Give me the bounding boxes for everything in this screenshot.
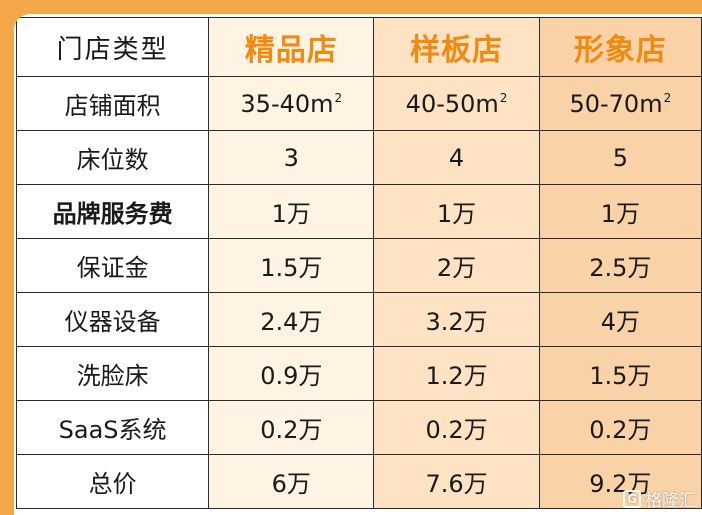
row-label: SaaS系统 [15,400,210,455]
cell-value: 2.4万 [208,292,375,347]
cell-value: 0.2万 [373,400,540,455]
gelonghui-logo-icon: G [623,489,641,508]
row-label: 仪器设备 [15,292,210,347]
row-label: 总价 [15,454,210,509]
table-row-facial-bed: 洗脸床 0.9万 1.2万 1.5万 [15,346,702,401]
cell-value: 1万 [373,184,540,239]
row-label: 品牌服务费 [15,184,210,239]
cell-value: 4万 [538,292,702,347]
cell-value: 1万 [208,184,375,239]
row-label: 洗脸床 [15,346,210,401]
cell-value: 50-70m2 [538,76,702,131]
cell-value: 1万 [538,184,702,239]
cell-value: 3 [208,130,375,185]
superscript-unit: 2 [499,90,508,105]
cell-value: 0.2万 [538,400,702,455]
header-image-store: 形象店 [538,17,702,77]
header-row: 门店类型 精品店 样板店 形象店 [15,17,702,77]
cell-value: 35-40m2 [208,76,375,131]
table-row-beds: 床位数 3 4 5 [15,130,702,185]
cell-value: 5 [538,130,702,185]
cell-value: 2.5万 [538,238,702,293]
cell-value: 3.2万 [373,292,540,347]
cell-value: 7.6万 [373,454,540,509]
store-type-price-table: 门店类型 精品店 样板店 形象店 店铺面积 35-40m2 40-50m2 50… [15,17,702,509]
row-label: 保证金 [15,238,210,293]
cell-value: 2万 [373,238,540,293]
header-label-store-type: 门店类型 [15,17,210,77]
table-row-deposit: 保证金 1.5万 2万 2.5万 [15,238,702,293]
cell-value: 40-50m2 [373,76,540,131]
row-label: 床位数 [15,130,210,185]
watermark-text: 格隆汇 [645,491,696,511]
cell-value: 6万 [208,454,375,509]
cell-value-text: 35-40m [240,89,334,118]
table-row-brand-fee: 品牌服务费 1万 1万 1万 [15,184,702,239]
cell-value: 1.5万 [538,346,702,401]
table-row-total: 总价 6万 7.6万 9.2万 [15,454,702,509]
row-label: 店铺面积 [15,76,210,131]
header-model-store: 样板店 [373,17,540,77]
cell-value: 1.5万 [208,238,375,293]
cell-value: 0.2万 [208,400,375,455]
table-row-area: 店铺面积 35-40m2 40-50m2 50-70m2 [15,76,702,131]
cell-value-text: 50-70m [569,89,663,118]
watermark: G 格隆汇 [623,486,696,511]
cell-value: 9.2万 [538,454,702,509]
table-row-equipment: 仪器设备 2.4万 3.2万 4万 [15,292,702,347]
header-boutique-store: 精品店 [208,17,375,77]
superscript-unit: 2 [334,90,343,105]
cell-value-text: 40-50m [405,89,499,118]
superscript-unit: 2 [663,90,672,105]
cell-value: 1.2万 [373,346,540,401]
cell-value: 4 [373,130,540,185]
cell-value: 0.9万 [208,346,375,401]
table-row-saas: SaaS系统 0.2万 0.2万 0.2万 [15,400,702,455]
table-frame: 门店类型 精品店 样板店 形象店 店铺面积 35-40m2 40-50m2 50… [14,14,702,515]
